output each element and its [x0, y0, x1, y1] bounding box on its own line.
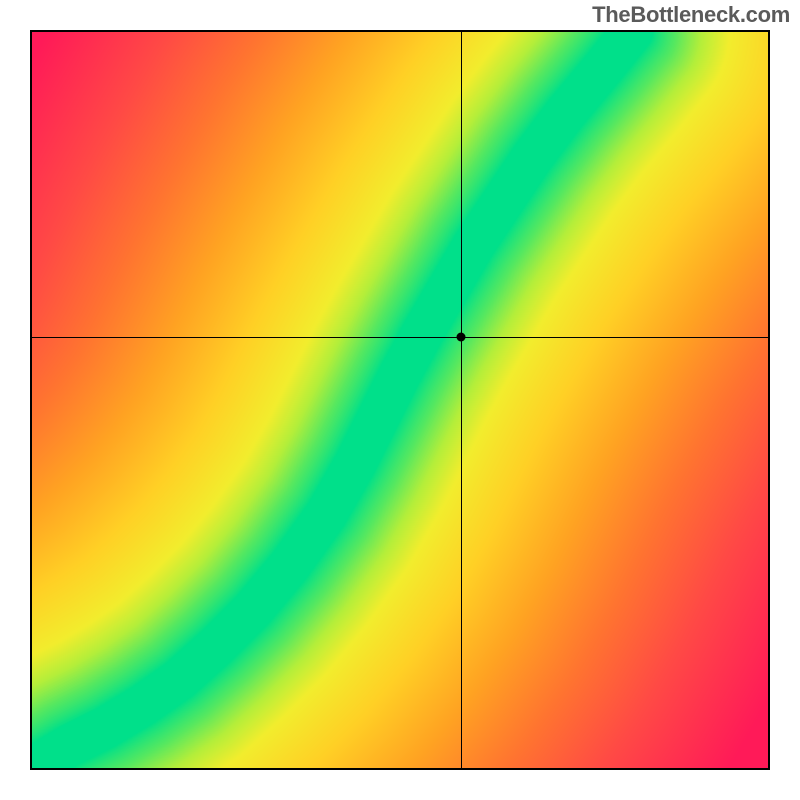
chart-container: TheBottleneck.com	[0, 0, 800, 800]
heatmap-canvas	[32, 32, 768, 768]
heatmap-plot-area	[30, 30, 770, 770]
watermark-text: TheBottleneck.com	[592, 2, 790, 28]
